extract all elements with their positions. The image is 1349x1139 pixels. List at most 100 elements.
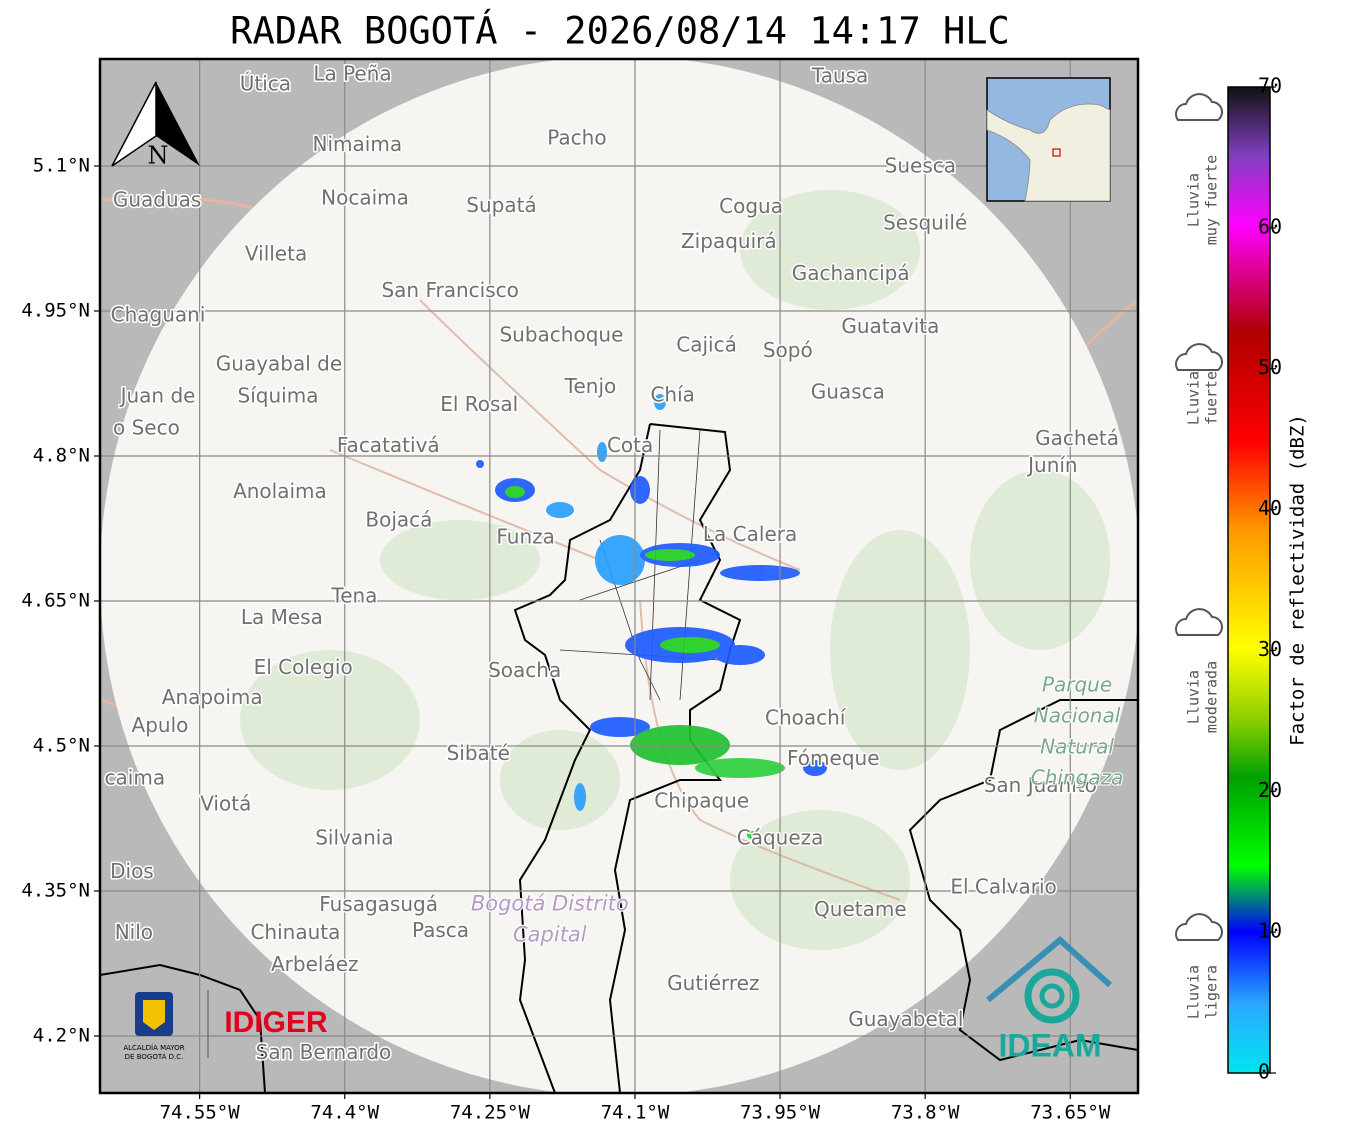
place-label: Chinauta — [250, 920, 340, 944]
area-label: Natural — [1040, 735, 1114, 759]
place-label: Tena — [330, 584, 377, 608]
area-label: Nacional — [1034, 704, 1121, 728]
place-label: Guasca — [811, 380, 885, 404]
place-label: Juan de — [119, 384, 196, 408]
area-label: Capital — [513, 923, 587, 947]
place-label: Anapoima — [162, 685, 263, 709]
place-label: caima — [105, 765, 166, 789]
north-label: N — [148, 142, 169, 170]
places: La Peña Útica Tausa Pacho Nimaima Guaduas Noca… — [103, 60, 1124, 1065]
place-label: San Bernardo — [256, 1040, 392, 1064]
place-label: Zipaquirá — [681, 229, 777, 253]
area-label: Chingaza — [1031, 766, 1124, 790]
colorbar-ticks: 0 10 20 30 40 50 60 70 — [1258, 74, 1282, 1084]
x-tick-label: 74.1°W — [601, 1102, 670, 1124]
place-label: Junín — [1026, 453, 1077, 477]
grid — [100, 59, 1138, 1093]
colorbar-tick-label: 70 — [1258, 74, 1282, 98]
place-label: Cajicá — [676, 332, 737, 356]
place-label: Gutiérrez — [667, 971, 759, 995]
y-tick-label: 4.35°N — [21, 879, 90, 901]
place-label: Villeta — [245, 241, 307, 265]
x-tick-label: 73.65°W — [1030, 1102, 1111, 1124]
place-label: Pacho — [547, 125, 606, 149]
cloud-icon — [1175, 913, 1223, 941]
place-label: Sibaté — [447, 741, 510, 765]
boundaries — [100, 423, 1138, 1093]
place-label: El Colegio — [254, 655, 353, 679]
north-arrow: N — [111, 81, 200, 170]
terrain — [240, 190, 1110, 950]
place-label: Supatá — [466, 193, 536, 217]
place-label: Funza — [496, 525, 555, 549]
place-label: Sesquilé — [883, 211, 967, 235]
rain-level-label: Lluvia — [1185, 670, 1203, 724]
rain-level-label: Lluvia — [1185, 371, 1203, 425]
x-tick-label: 74.25°W — [450, 1102, 531, 1124]
colorbar-label: Factor de reflectividad (dBZ) — [1287, 414, 1309, 746]
place-label: Guayabetal — [848, 1007, 963, 1031]
place-label: Chaguani — [111, 302, 206, 326]
roads-inner — [329, 299, 901, 901]
colorbar-tick-label: 60 — [1258, 214, 1282, 238]
rain-level-label: muy fuerte — [1203, 155, 1221, 245]
place-label: Quetame — [814, 897, 907, 921]
y-tick-label: 4.2°N — [33, 1024, 90, 1046]
alcaldia-line: DE BOGOTÁ D.C. — [125, 1052, 184, 1061]
rain-level-label: moderada — [1203, 661, 1221, 733]
colorbar-tick-label: 20 — [1258, 778, 1282, 802]
place-label: Subachoque — [499, 323, 623, 347]
place-label: Tausa — [811, 64, 869, 88]
place-label: Suesca — [885, 153, 956, 177]
y-tick-label: 4.65°N — [21, 589, 90, 611]
place-label: Gachancipá — [792, 261, 910, 285]
place-label: Gachetá — [1035, 426, 1119, 450]
place-label: o Seco — [113, 415, 180, 439]
colorbar-tick-label: 0 — [1258, 1060, 1270, 1084]
place-label: Anolaima — [233, 479, 327, 503]
place-label: San Francisco — [381, 278, 518, 302]
rain-level-label: Lluvia — [1185, 965, 1203, 1019]
logos: ALCALDÍA MAYOR DE BOGOTÁ D.C. IDIGER IDE… — [123, 936, 1113, 1063]
place-label: Dios — [110, 859, 154, 883]
idiger-logo: IDIGER — [224, 1006, 328, 1039]
cloud-icon — [1175, 93, 1223, 121]
place-label: Silvania — [315, 825, 393, 849]
axes: 74.55°W 74.4°W 74.25°W 74.1°W 73.95°W 73.8°W 7… — [21, 155, 1111, 1124]
colorbar — [1227, 86, 1271, 1074]
place-label: Pasca — [412, 918, 469, 942]
colorbar-tick-label: 30 — [1258, 637, 1282, 661]
rain-level-label: ligera — [1203, 965, 1221, 1019]
place-label: Nilo — [115, 920, 153, 944]
place-label: Tenjo — [564, 374, 617, 398]
place-label: Cogua — [719, 194, 783, 218]
place-label: La Calera — [703, 522, 797, 546]
colorbar-tick-label: 10 — [1258, 919, 1282, 943]
cloud-icon — [1175, 343, 1223, 371]
map: La Peña Útica Tausa Pacho Nimaima Guaduas Noca… — [100, 59, 1138, 1093]
place-label: Bojacá — [365, 507, 432, 531]
area-label: Parque — [1042, 673, 1112, 697]
place-label: Chipaque — [654, 789, 749, 813]
place-label: Apulo — [132, 713, 189, 737]
place-label: Síquima — [238, 384, 319, 408]
cloud-icon — [1175, 608, 1223, 636]
place-label: Nocaima — [321, 185, 409, 209]
place-label: Sopó — [763, 338, 813, 362]
area-label: Bogotá Distrito — [471, 892, 629, 916]
y-tick-label: 4.5°N — [33, 734, 90, 756]
place-label: Facatativá — [337, 433, 440, 457]
place-label: La Peña — [313, 62, 391, 86]
place-label: Fómeque — [787, 746, 880, 770]
place-label: Arbeláez — [271, 952, 359, 976]
place-label: Cáqueza — [737, 825, 824, 849]
y-tick-label: 5.1°N — [33, 155, 90, 177]
place-label: Guaduas — [113, 187, 201, 211]
place-label: Cota — [607, 433, 653, 457]
place-label: Viotá — [200, 791, 251, 815]
place-label: Guatavita — [841, 314, 939, 338]
inset-map — [986, 77, 1111, 202]
place-label: Choachí — [765, 705, 847, 729]
y-tick-label: 4.95°N — [21, 299, 90, 321]
